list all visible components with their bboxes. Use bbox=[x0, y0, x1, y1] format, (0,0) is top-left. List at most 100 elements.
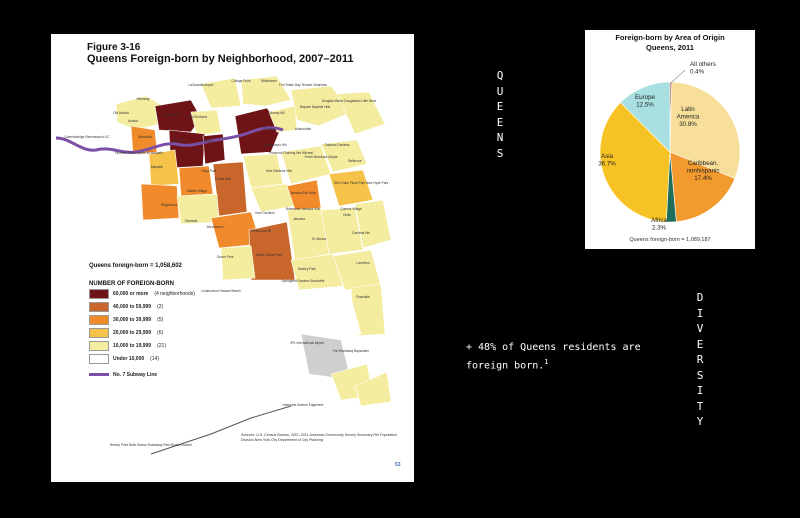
neighborhood-area bbox=[242, 153, 284, 189]
neighborhood-area bbox=[354, 199, 392, 249]
neighborhood-label: Glen Oaks Floral Park New Hyde Park bbox=[334, 181, 389, 185]
pie-footer: Queens foreign-born = 1,089,187 bbox=[629, 237, 711, 243]
pie-data-label: nonhispanic bbox=[686, 168, 719, 175]
subway-label: No. 7 Subway Line bbox=[113, 371, 158, 378]
neighborhood-label: Elmhurst bbox=[173, 139, 186, 143]
neighborhood-label: Whitestone bbox=[261, 79, 277, 83]
figure-label: Figure 3-16 bbox=[87, 42, 141, 53]
neighborhood-label: JFK International Airport bbox=[290, 341, 324, 345]
vertical-letter: I bbox=[696, 306, 704, 320]
pie-title-line1: Foreign-born by Area of Origin bbox=[615, 33, 725, 42]
neighborhood-label: Kew Gardens Hills bbox=[266, 169, 293, 173]
neighborhood-label: Queensbridge Ravenswood LIC bbox=[64, 135, 110, 139]
neighborhood-label: Hunters Pt Sunnyside W Maspeth bbox=[115, 151, 163, 155]
pie-data-label: All others bbox=[690, 61, 716, 68]
neighborhood-label: Old Astoria bbox=[113, 111, 129, 115]
pie-slice bbox=[669, 81, 741, 179]
neighborhood-label: Jamaica bbox=[293, 217, 305, 221]
pie-data-label: America bbox=[677, 114, 700, 121]
legend-range: 10,000 to 19,999 bbox=[113, 342, 152, 349]
vertical-letter: S bbox=[496, 146, 504, 160]
neighborhood-label: Ridgewood bbox=[161, 203, 177, 207]
neighborhood-area bbox=[354, 371, 392, 407]
pie-data-label: Latin bbox=[681, 106, 695, 113]
legend-range: Under 10,000 bbox=[113, 355, 145, 362]
neighborhood-area bbox=[336, 91, 386, 135]
neighborhood-area bbox=[190, 109, 222, 137]
neighborhood-label: Astoria bbox=[128, 119, 138, 123]
neighborhood-label: Woodside bbox=[138, 135, 152, 139]
neighborhood-label: Cambria Hts bbox=[352, 231, 370, 235]
vertical-letter: U bbox=[496, 84, 504, 98]
pie-figure-panel: All others 0.4% Latin America 30.8% Caribbean… bbox=[585, 30, 755, 249]
legend-count: (6) bbox=[157, 329, 164, 336]
rockaway-outline bbox=[150, 405, 292, 455]
note-footnote: 1 bbox=[544, 358, 549, 366]
neighborhood-label: Hollis bbox=[343, 213, 351, 217]
neighborhood-label: Middle Village bbox=[187, 189, 207, 193]
neighborhood-label: Fresh Meadows Utopia bbox=[305, 155, 338, 159]
legend-range: 40,000 to 59,999 bbox=[113, 303, 152, 310]
queens-total-label: Queens foreign-born = 1,058,602 bbox=[89, 263, 182, 269]
pie-data-label: 30.8% bbox=[679, 121, 697, 128]
legend-count: (2) bbox=[157, 303, 164, 310]
neighborhood-label: Kew Gardens bbox=[255, 211, 275, 215]
vertical-letter: S bbox=[696, 368, 704, 382]
neighborhood-label: Glendale bbox=[185, 219, 198, 223]
pie-slice bbox=[599, 102, 671, 223]
legend-swatch bbox=[89, 314, 109, 325]
neighborhood-area bbox=[260, 297, 362, 353]
neighborhood-label: Maspeth bbox=[151, 165, 163, 169]
pie-data-label: 12.5% bbox=[636, 102, 654, 109]
pie-data-label: 2.3% bbox=[652, 225, 667, 232]
legend-count: (21) bbox=[157, 342, 166, 349]
subway-swatch bbox=[89, 373, 109, 376]
vertical-letter: E bbox=[496, 100, 504, 113]
legend-count: (5) bbox=[157, 316, 164, 323]
legend-subway: No. 7 Subway Line bbox=[89, 368, 289, 381]
neighborhood-label: Fort Totten Bay Terrace Clearview bbox=[279, 83, 328, 87]
legend-swatch bbox=[89, 301, 109, 312]
pie-data-label: 17.4% bbox=[694, 175, 712, 182]
neighborhood-label: Bayside Bayside Hills bbox=[300, 105, 331, 109]
neighborhood-label: Murray Hill bbox=[269, 111, 285, 115]
legend-item: 40,000 to 59,999 (2) bbox=[89, 300, 289, 313]
neighborhood-label: Jamaica Est Hollis bbox=[290, 191, 316, 195]
pie-data-label: 36.7% bbox=[598, 161, 616, 168]
pie-data-label: 0.4% bbox=[690, 69, 705, 76]
pie-slice bbox=[620, 81, 671, 153]
neighborhood-label: Flushing bbox=[263, 127, 275, 131]
legend-range: 60,000 or more bbox=[113, 290, 149, 297]
pie-data-label: Asia bbox=[601, 153, 614, 160]
pie-data-label: Caribbean, bbox=[688, 160, 719, 167]
pie-title: Foreign-born by Area of Origin Queens, 2… bbox=[585, 33, 755, 53]
neighborhood-area bbox=[268, 105, 298, 133]
legend-count: (14) bbox=[150, 355, 160, 362]
legend-range: 30,000 to 39,999 bbox=[113, 316, 152, 323]
vertical-letter: E bbox=[496, 115, 504, 129]
legend-item: 20,000 to 29,999 (6) bbox=[89, 326, 289, 339]
neighborhood-label: Queensboro Hill bbox=[264, 143, 287, 147]
neighborhood-area bbox=[148, 149, 180, 187]
neighborhood-label: St. Albans bbox=[312, 237, 327, 241]
map-sources: Sources: U.S. Census Bureau, 2007–2011 A… bbox=[241, 433, 398, 442]
neighborhood-label: Oakland Gardens bbox=[325, 143, 350, 147]
neighborhood-area bbox=[328, 169, 374, 207]
diversity-note: + 48% of Queens residents are foreign bo… bbox=[466, 341, 686, 373]
pie-data-label: Africa bbox=[651, 217, 667, 224]
neighborhood-label: Pomonok Flushing Hts Hillcrest bbox=[269, 151, 313, 155]
legend-item: 60,000 or more (4 neighborhoods) bbox=[89, 287, 289, 300]
vertical-letter: R bbox=[696, 353, 704, 366]
neighborhood-label: Jackson Hts bbox=[162, 113, 180, 117]
neighborhood-label: Laurelton bbox=[356, 261, 370, 265]
vertical-letter: T bbox=[696, 399, 704, 413]
neighborhood-area bbox=[320, 207, 364, 255]
pie-title-line2: Queens, 2011 bbox=[646, 43, 694, 52]
neighborhood-label: Forest Hills bbox=[215, 177, 231, 181]
vertical-letter: N bbox=[496, 131, 504, 144]
pie-slice bbox=[669, 151, 736, 223]
neighborhood-area bbox=[290, 85, 352, 127]
neighborhood-label: Briarwood Jamaica Hills bbox=[286, 207, 320, 211]
map-figure-panel: Steinway LaGuardia Airport College Point Wh… bbox=[51, 34, 414, 482]
